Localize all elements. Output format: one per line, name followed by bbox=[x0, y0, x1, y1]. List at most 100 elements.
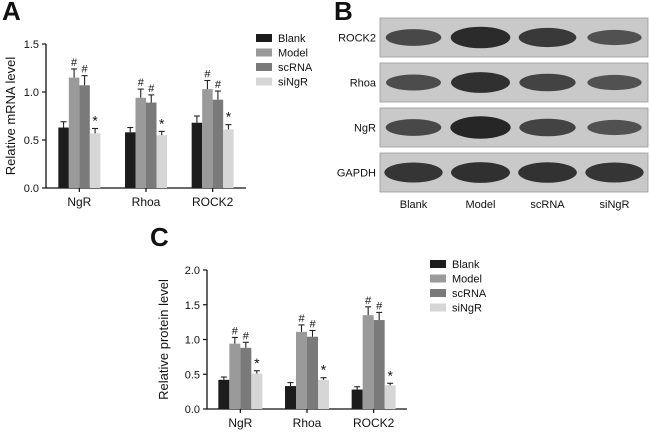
bar-blank bbox=[58, 127, 69, 188]
protein-band bbox=[587, 119, 642, 136]
legend-swatch-model bbox=[256, 48, 272, 57]
bar-scrna bbox=[373, 320, 385, 409]
significance-star: * bbox=[387, 367, 393, 383]
protein-band bbox=[385, 29, 442, 46]
significance-hash: # bbox=[148, 83, 155, 95]
significance-hash: # bbox=[82, 64, 89, 76]
legend-swatch-blank bbox=[430, 260, 446, 268]
protein-band bbox=[519, 118, 576, 137]
bar-singr bbox=[251, 373, 263, 409]
blot-row-label: Rhoa bbox=[350, 78, 377, 90]
x-category-label: ROCK2 bbox=[353, 416, 395, 430]
bar-blank bbox=[125, 132, 136, 188]
significance-star: * bbox=[254, 355, 260, 371]
panel-c-letter: C bbox=[150, 222, 169, 252]
x-category-label: Rhoa bbox=[132, 195, 161, 209]
y-tick-label: 0.0 bbox=[185, 404, 200, 416]
significance-hash: # bbox=[71, 57, 78, 69]
significance-hash: # bbox=[298, 313, 305, 325]
bar-scrna bbox=[240, 347, 252, 409]
legend-label: Blank bbox=[452, 259, 480, 271]
bar-scrna bbox=[79, 85, 90, 188]
legend-label: Model bbox=[278, 48, 308, 60]
x-category-label: ROCK2 bbox=[192, 195, 234, 209]
bar-singr bbox=[223, 129, 234, 188]
y-tick-label: 1.5 bbox=[185, 300, 200, 312]
y-axis-title: Relative mRNA level bbox=[3, 57, 18, 176]
bar-scrna bbox=[212, 99, 224, 188]
significance-star: * bbox=[226, 109, 232, 125]
bar-blank bbox=[191, 122, 203, 188]
bar-model bbox=[135, 97, 146, 188]
y-tick-label: 0.5 bbox=[24, 135, 39, 147]
protein-band bbox=[450, 116, 511, 139]
bar-model bbox=[362, 315, 374, 409]
protein-band bbox=[451, 162, 510, 183]
protein-band bbox=[519, 73, 576, 92]
significance-hash: # bbox=[204, 68, 211, 80]
bar-singr bbox=[318, 379, 329, 409]
panel-a-letter: A bbox=[2, 0, 21, 26]
bar-model bbox=[229, 343, 241, 409]
legend-swatch-model bbox=[430, 274, 446, 283]
bar-singr bbox=[384, 385, 396, 409]
legend-label: scRNA bbox=[452, 288, 487, 300]
protein-band bbox=[450, 26, 511, 49]
protein-band bbox=[518, 27, 577, 48]
blot-row-label: GAPDH bbox=[337, 168, 376, 180]
legend-swatch-singr bbox=[256, 77, 272, 86]
bar-model bbox=[68, 77, 80, 188]
significance-hash: # bbox=[243, 330, 250, 342]
bar-singr bbox=[156, 135, 167, 188]
legend-swatch-scrna bbox=[430, 289, 446, 297]
blot-lane-label: siNgR bbox=[600, 199, 630, 211]
blot-row-label: ROCK2 bbox=[338, 33, 376, 45]
y-tick-label: 2.0 bbox=[185, 265, 200, 277]
bar-blank bbox=[285, 386, 296, 409]
significance-hash: # bbox=[365, 295, 372, 307]
significance-hash: # bbox=[232, 325, 239, 337]
y-tick-label: 1.0 bbox=[185, 335, 200, 347]
legend-swatch-scrna bbox=[256, 63, 272, 71]
x-category-label: Rhoa bbox=[293, 416, 322, 430]
chart-c-protein: 0.0 0.5 1.0 1.5 2.0 Relative protein level NgR… bbox=[156, 259, 487, 430]
y-tick-label: 1.5 bbox=[24, 39, 39, 51]
x-category-label: NgR bbox=[228, 416, 252, 430]
blot-lane-label: Model bbox=[466, 199, 496, 211]
bar-blank bbox=[351, 389, 363, 409]
panel-b-letter: B bbox=[334, 0, 353, 26]
protein-band bbox=[585, 162, 644, 183]
y-axis-title: Relative protein level bbox=[156, 279, 171, 400]
legend-label: siNgR bbox=[278, 77, 308, 89]
bar-scrna bbox=[146, 102, 157, 188]
significance-star: * bbox=[321, 362, 327, 378]
significance-hash: # bbox=[215, 79, 222, 91]
protein-band bbox=[385, 119, 442, 136]
legend-label: siNgR bbox=[452, 303, 482, 315]
significance-hash: # bbox=[309, 318, 316, 330]
bar-model bbox=[296, 331, 307, 409]
significance-star: * bbox=[159, 115, 165, 131]
bar-scrna bbox=[307, 336, 318, 409]
panel-a: A 0.0 0.5 1.0 1.5 Relative mRNA level NgR # # * R… bbox=[0, 0, 330, 218]
x-category-label: NgR bbox=[67, 195, 91, 209]
protein-band bbox=[451, 72, 510, 93]
protein-band bbox=[386, 74, 441, 91]
blot-row-label: NgR bbox=[354, 123, 376, 135]
panel-b: B ROCK2 Rhoa NgR GAPDH Blank Model scRNA siNgR bbox=[330, 0, 650, 218]
y-tick-label: 1.0 bbox=[24, 87, 39, 99]
western-blot: ROCK2 Rhoa NgR GAPDH Blank Model scRNA siNgR bbox=[337, 17, 649, 211]
bar-blank bbox=[218, 379, 230, 409]
blot-lane-label: Blank bbox=[400, 199, 428, 211]
y-tick-label: 0.0 bbox=[24, 183, 39, 195]
blot-lane-label: scRNA bbox=[530, 199, 565, 211]
significance-hash: # bbox=[138, 77, 145, 89]
legend-label: Model bbox=[452, 274, 482, 286]
bar-model bbox=[202, 89, 213, 188]
legend-label: Blank bbox=[278, 33, 306, 45]
bar-singr bbox=[89, 133, 101, 188]
protein-band bbox=[587, 74, 642, 91]
protein-band bbox=[587, 29, 642, 46]
legend-label: scRNA bbox=[278, 62, 313, 74]
